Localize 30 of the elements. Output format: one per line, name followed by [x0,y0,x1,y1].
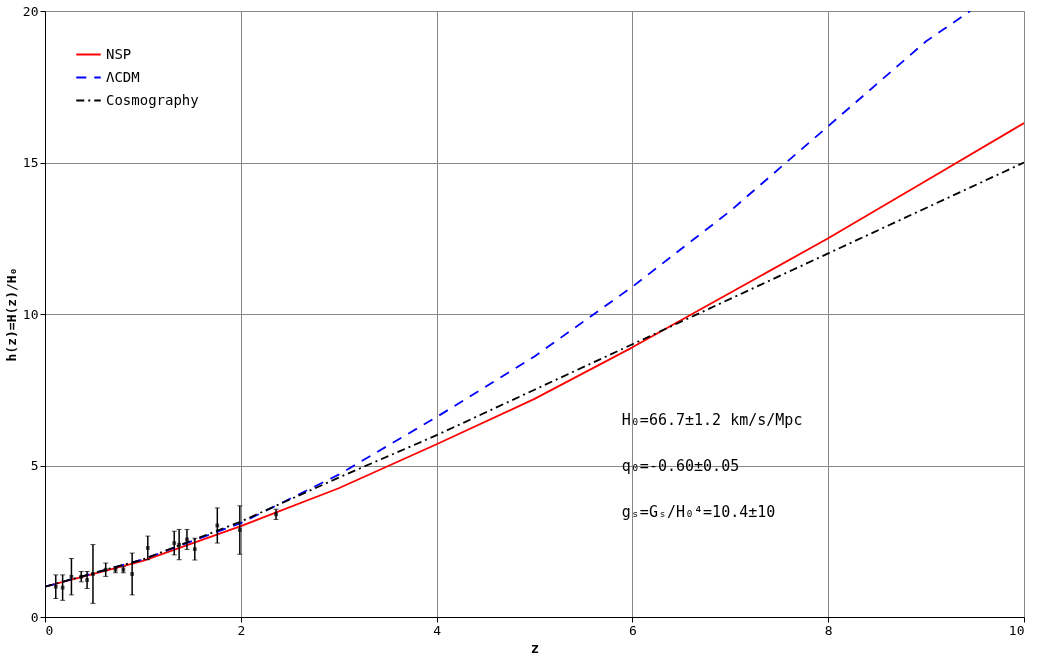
legend-label: NSP [106,45,132,62]
x-axis-title: z [530,639,540,656]
x-tick-label: 10 [1008,622,1025,638]
legend-label: ΛCDM [106,68,140,85]
y-tick-label: 15 [22,155,39,170]
point [130,572,134,576]
x-tick-label: 8 [824,622,833,638]
point [237,528,242,532]
point [274,512,278,517]
y-tick-label: 5 [30,458,39,473]
y-tick-label: 0 [30,609,39,625]
x-tick-label: 2 [237,622,246,638]
point [172,541,177,545]
y-tick-label: 10 [22,306,39,322]
point [103,567,108,572]
point [192,547,197,551]
x-tick-label: 4 [433,622,442,638]
annotation: gₛ=Gₛ/H₀⁴=10.4±10 [621,503,776,522]
point [53,584,58,589]
x-tick-label: 0 [45,622,54,638]
point [91,572,95,576]
point [85,578,89,582]
point [145,546,150,550]
point [79,574,84,579]
y-tick-label: 20 [22,3,39,19]
annotation: H₀=66.7±1.2 km/s/Mpc [621,411,803,430]
y-axis-title: h(z)=H(z)/H₀ [3,267,19,362]
x-tick-label: 6 [628,622,637,638]
annotation: q₀=-0.60±0.05 [621,457,740,476]
legend-label: Cosmography [106,91,199,108]
